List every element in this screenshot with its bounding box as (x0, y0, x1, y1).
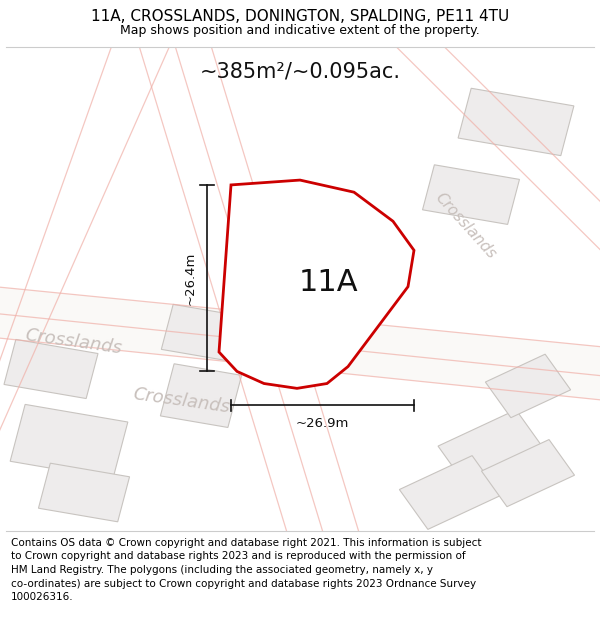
Text: Crosslands: Crosslands (432, 190, 499, 262)
Polygon shape (422, 165, 520, 224)
Text: Crosslands: Crosslands (132, 385, 232, 416)
Polygon shape (219, 180, 414, 388)
Polygon shape (277, 252, 347, 302)
Text: ~26.9m: ~26.9m (296, 418, 349, 431)
Polygon shape (438, 410, 546, 488)
Text: Map shows position and indicative extent of the property.: Map shows position and indicative extent… (120, 24, 480, 36)
Polygon shape (0, 284, 600, 403)
Polygon shape (458, 88, 574, 156)
Text: ~385m²/~0.095ac.: ~385m²/~0.095ac. (199, 61, 401, 81)
Text: ~26.4m: ~26.4m (183, 251, 196, 305)
Polygon shape (400, 456, 500, 529)
Polygon shape (4, 339, 98, 399)
Polygon shape (161, 304, 241, 361)
Text: Crosslands: Crosslands (24, 327, 124, 358)
Text: Contains OS data © Crown copyright and database right 2021. This information is : Contains OS data © Crown copyright and d… (11, 538, 481, 602)
Text: 11A, CROSSLANDS, DONINGTON, SPALDING, PE11 4TU: 11A, CROSSLANDS, DONINGTON, SPALDING, PE… (91, 9, 509, 24)
Polygon shape (160, 364, 242, 428)
Polygon shape (485, 354, 571, 418)
Polygon shape (38, 463, 130, 522)
Text: 11A: 11A (298, 268, 358, 297)
Polygon shape (10, 404, 128, 479)
Polygon shape (481, 439, 575, 507)
